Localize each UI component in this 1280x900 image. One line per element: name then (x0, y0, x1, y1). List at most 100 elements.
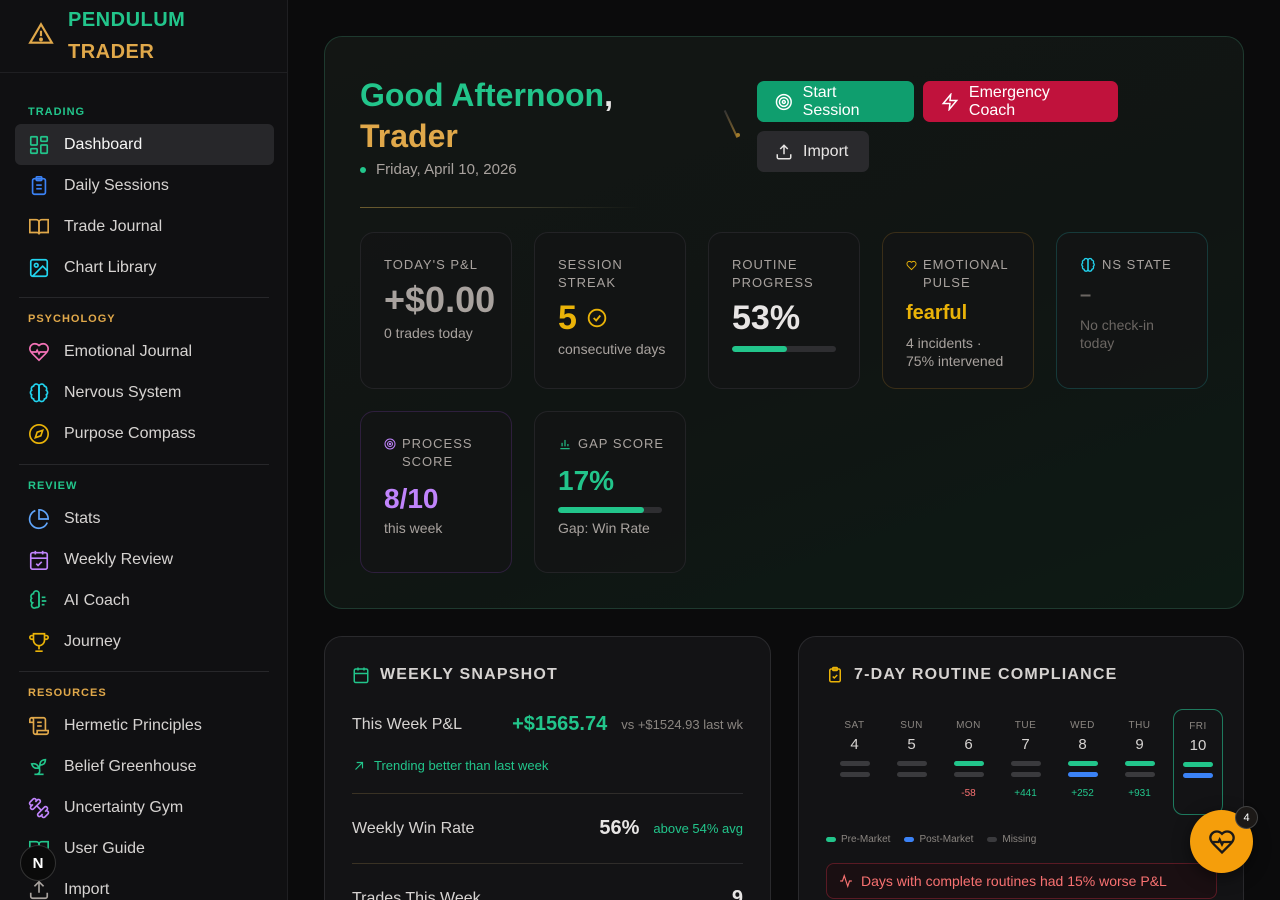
snapshot-trades-label: Trades This Week (352, 889, 481, 900)
nav-section-resources: RESOURCES Hermetic Principles Belief Gre… (15, 685, 274, 900)
sidebar-item-daily-sessions[interactable]: Daily Sessions (15, 165, 274, 206)
emergency-coach-button[interactable]: Emergency Coach (923, 81, 1118, 122)
sidebar-item-chart-library[interactable]: Chart Library (15, 247, 274, 288)
pre-market-indicator (839, 761, 870, 766)
stat-gap-score[interactable]: GAP SCORE 17% Gap: Win Rate (534, 411, 686, 573)
start-session-label: Start Session (802, 83, 860, 119)
legend-label: Pre-Market (841, 834, 891, 845)
legend-pre-market: Pre-Market (826, 834, 890, 845)
day-date: 8 (1078, 736, 1087, 753)
brand[interactable]: PENDULUM TRADER (0, 0, 287, 73)
sidebar-item-label: Trade Journal (64, 217, 163, 235)
legend-swatch (904, 836, 915, 842)
pre-market-indicator (1183, 762, 1213, 767)
sidebar-item-hermetic-principles[interactable]: Hermetic Principles (15, 705, 274, 746)
nav-title-psychology: PSYCHOLOGY (28, 313, 116, 325)
sidebar-item-weekly-review[interactable]: Weekly Review (15, 539, 274, 580)
brand-title: PENDULUM TRADER (68, 4, 185, 68)
day-column[interactable]: MON 6 -58 (940, 709, 997, 815)
stat-process-score[interactable]: PROCESS SCORE 8/10 this week (360, 411, 512, 573)
stat-todays-pnl[interactable]: TODAY'S P&L +$0.00 0 trades today (360, 232, 512, 389)
pre-market-indicator (1010, 761, 1041, 766)
stat-routine-progress[interactable]: ROUTINE PROGRESS 53% (708, 232, 860, 389)
sidebar-item-label: User Guide (64, 839, 145, 857)
stat-label: SESSION STREAK (558, 257, 623, 290)
pendulum-bob (736, 133, 740, 137)
sidebar-item-nervous-system[interactable]: Nervous System (15, 372, 274, 413)
sidebar-item-purpose-compass[interactable]: Purpose Compass (15, 413, 274, 454)
clipboard-icon (31, 175, 47, 195)
sidebar-item-dashboard[interactable]: Dashboard (15, 124, 274, 165)
compliance-alert: Days with complete routines had 15% wors… (826, 863, 1217, 899)
day-column[interactable]: THU 9 +931 (1111, 709, 1168, 815)
target-icon (775, 93, 792, 110)
stat-ns-state[interactable]: NS STATE – No check-in today (1056, 232, 1208, 389)
snapshot-winrate-label: Weekly Win Rate (352, 819, 475, 837)
sidebar-item-label: Daily Sessions (64, 176, 169, 194)
notification-badge: 4 (1235, 806, 1258, 829)
day-column[interactable]: SAT 4 (826, 709, 883, 815)
nav-title-resources: RESOURCES (28, 687, 107, 699)
day-pnl: +931 (1128, 788, 1151, 799)
nav-title-trading: TRADING (28, 106, 86, 118)
stat-emotional-pulse[interactable]: EMOTIONAL PULSE fearful 4 incidents · 75… (882, 232, 1034, 389)
divider (352, 863, 743, 864)
heart-icon (906, 260, 917, 271)
nav-divider (19, 464, 269, 465)
day-name: WED (1070, 720, 1095, 731)
sidebar-item-stats[interactable]: Stats (15, 498, 274, 539)
stat-sub: consecutive days (558, 341, 666, 357)
sidebar-item-belief-greenhouse[interactable]: Belief Greenhouse (15, 746, 274, 787)
card-title: 7-DAY ROUTINE COMPLIANCE (826, 666, 1118, 684)
day-column[interactable]: WED 8 +252 (1054, 709, 1111, 815)
compliance-legend: Pre-Market Post-Market Missing (826, 834, 1036, 845)
sidebar-item-label: Stats (64, 509, 101, 527)
stat-session-streak[interactable]: SESSION STREAK 5 consecutive days (534, 232, 686, 389)
brain-icon (29, 382, 49, 402)
stat-label: ROUTINE PROGRESS (732, 257, 814, 290)
card-title-text: WEEKLY SNAPSHOT (380, 666, 559, 683)
greeting-text: Good Afternoon (360, 77, 605, 113)
trend-text: Trending better than last week (374, 758, 549, 773)
sidebar-item-ai-coach[interactable]: AI Coach (15, 580, 274, 621)
n-logo-badge[interactable]: N (20, 845, 56, 881)
sidebar-item-label: Journey (64, 632, 121, 650)
bar-chart-icon (560, 439, 570, 450)
day-column[interactable]: FRI 10 (1173, 709, 1223, 815)
day-date: 5 (907, 736, 916, 753)
start-session-button[interactable]: Start Session (757, 81, 914, 122)
greeting-name: Trader (360, 118, 458, 154)
stat-value: – (1080, 284, 1092, 306)
trending-up-icon (355, 761, 364, 770)
gap-score-bar (558, 507, 662, 513)
sidebar-item-trade-journal[interactable]: Trade Journal (15, 206, 274, 247)
sidebar-item-label: Hermetic Principles (64, 716, 202, 734)
sidebar-item-label: Dashboard (64, 135, 143, 153)
day-column[interactable]: TUE 7 +441 (997, 709, 1054, 815)
lightning-icon (941, 92, 959, 111)
pre-market-indicator (953, 761, 984, 766)
sidebar-item-import[interactable]: Import (15, 869, 274, 900)
nav-title-review: REVIEW (28, 480, 78, 492)
stat-label: NS STATE (1102, 257, 1172, 272)
sidebar-item-emotional-journal[interactable]: Emotional Journal (15, 331, 274, 372)
stat-value: fearful (906, 302, 968, 324)
day-date: 10 (1189, 737, 1207, 754)
image-icon (29, 258, 49, 277)
dumbbell-icon (28, 797, 50, 818)
routine-compliance-card: 7-DAY ROUTINE COMPLIANCE SAT 4 SUN 5 MON 6 -58… (798, 636, 1244, 900)
sidebar-item-label: Import (64, 880, 110, 898)
import-button[interactable]: Import (757, 131, 869, 172)
legend-swatch (826, 836, 836, 842)
legend-label: Missing (1002, 834, 1037, 845)
activity-icon (840, 874, 852, 888)
divider (352, 793, 743, 794)
day-column[interactable]: SUN 5 (883, 709, 940, 815)
post-market-indicator (1124, 772, 1155, 777)
ai-brain-icon (29, 589, 47, 609)
stat-value-row: 5 (558, 298, 685, 338)
sidebar-item-journey[interactable]: Journey (15, 621, 274, 662)
brand-line-2: TRADER (68, 41, 155, 63)
sidebar-item-uncertainty-gym[interactable]: Uncertainty Gym (15, 787, 274, 828)
snapshot-winrate-compare: above 54% avg (653, 821, 743, 836)
